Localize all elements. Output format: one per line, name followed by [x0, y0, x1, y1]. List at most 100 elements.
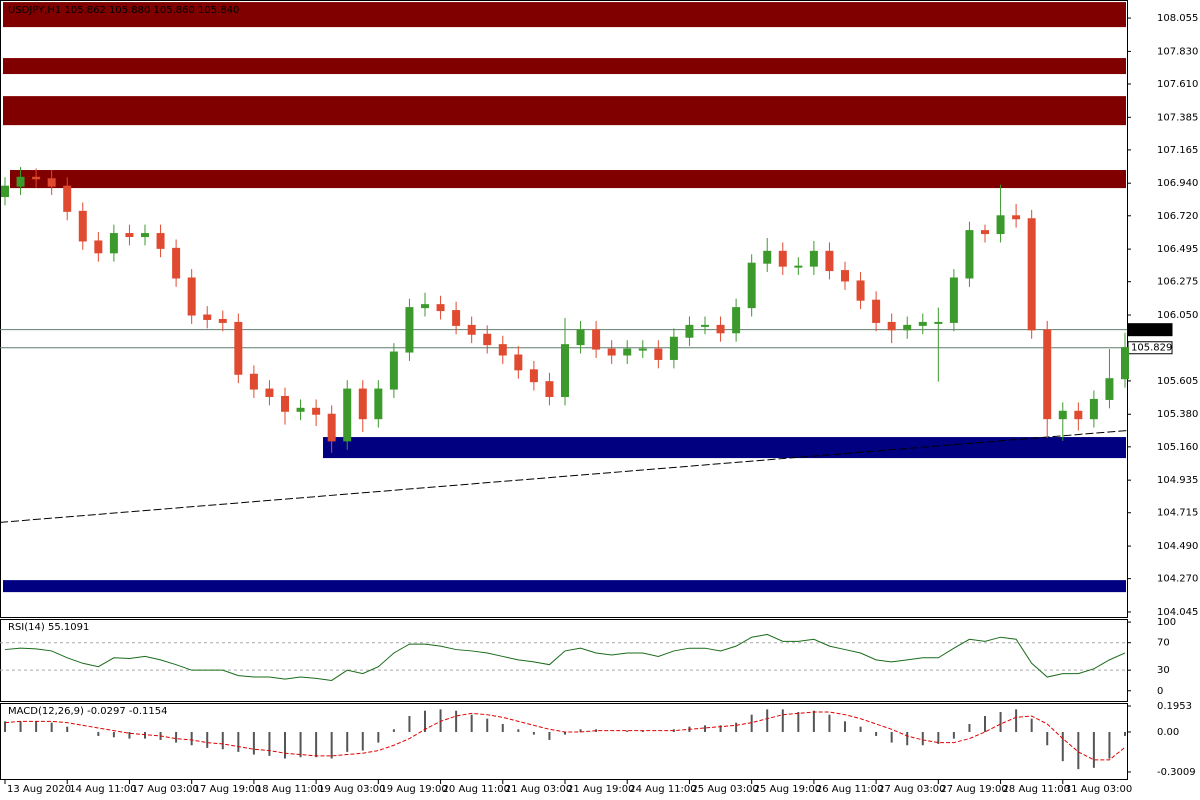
panel-title: MACD(12,26,9) -0.0297 -0.1154: [8, 706, 168, 717]
candle-body: [607, 348, 616, 356]
candle-body: [1105, 378, 1114, 400]
candle-body: [561, 344, 569, 397]
y-tick-label: 106.720: [1157, 211, 1198, 222]
y-tick-label: 100: [1157, 617, 1176, 628]
y-tick-label: 30: [1157, 665, 1170, 676]
zone: [3, 2, 1126, 28]
candle-body: [249, 373, 258, 390]
candle-body: [32, 176, 41, 180]
candle-body: [514, 354, 523, 371]
candle-body: [498, 344, 507, 356]
candle-body: [343, 388, 352, 442]
candle-body: [327, 413, 336, 442]
candle-body: [545, 381, 554, 397]
candle-body: [125, 233, 134, 238]
x-tick-label: 26 Aug 11:00: [816, 784, 883, 795]
candle-body: [1089, 398, 1098, 420]
y-tick-label: 106.050: [1157, 310, 1198, 321]
candle-body: [841, 270, 849, 282]
candle-body: [856, 280, 865, 301]
y-tick-label: 70: [1157, 638, 1170, 649]
y-tick-label: 104.270: [1157, 574, 1198, 585]
candle-body: [887, 321, 896, 331]
y-tick-label: 107.610: [1157, 79, 1198, 90]
candle-body: [187, 277, 196, 316]
x-tick-label: 13 Aug 2020: [7, 784, 71, 795]
panel-frame: [0, 0, 1128, 618]
y-tick-label: 106.940: [1157, 178, 1198, 189]
candle-body: [296, 407, 305, 412]
panel-frame: [0, 619, 1128, 702]
zone: [3, 58, 1126, 75]
candle-body: [1012, 215, 1021, 220]
candle-body: [965, 230, 974, 279]
chart-title: USDJPY,H1 105.862 105.880 105.860 105.84…: [8, 5, 239, 16]
candle-body: [312, 407, 321, 415]
y-tick-label: 104.490: [1157, 541, 1198, 552]
candle-body: [63, 185, 72, 212]
y-tick-label: 107.830: [1157, 46, 1198, 57]
y-tick-label: 105.605: [1157, 376, 1198, 387]
y-tick-label: 105.380: [1157, 409, 1198, 420]
candle-body: [685, 324, 694, 338]
candle-body: [778, 250, 787, 267]
candle-body: [903, 324, 912, 331]
candle-body: [592, 329, 601, 350]
price-label: 105.951: [1131, 325, 1172, 336]
candle-body: [47, 178, 56, 187]
x-tick-label: 25 Aug 03:00: [691, 784, 758, 795]
x-tick-label: 27 Aug 03:00: [878, 784, 945, 795]
candle-body: [1121, 347, 1129, 380]
candle-body: [981, 230, 989, 235]
candle-body: [436, 304, 445, 312]
y-tick-label: 104.935: [1157, 475, 1198, 486]
candle-body: [934, 321, 943, 324]
x-tick-label: 25 Aug 19:00: [754, 784, 821, 795]
candle-body: [669, 336, 678, 360]
candle-body: [747, 262, 756, 309]
x-tick-label: 24 Aug 11:00: [629, 784, 696, 795]
candle-body: [218, 318, 227, 323]
candle-body: [234, 321, 243, 375]
y-tick-label: 106.275: [1157, 277, 1198, 288]
candle-body: [109, 233, 118, 254]
candle-body: [467, 324, 476, 335]
candle-body: [949, 277, 958, 323]
zone: [3, 96, 1126, 126]
candle-body: [763, 250, 772, 264]
x-tick-label: 18 Aug 11:00: [256, 784, 323, 795]
zone: [323, 437, 1126, 459]
candle-body: [576, 329, 585, 346]
candle-body: [732, 307, 741, 334]
candle-body: [94, 240, 103, 254]
x-tick-label: 14 Aug 11:00: [69, 784, 136, 795]
x-tick-label: 27 Aug 19:00: [940, 784, 1007, 795]
panel-frame: [0, 703, 1128, 780]
y-tick-label: 104.715: [1157, 508, 1198, 519]
candle-body: [483, 333, 492, 346]
price-label-box: [1127, 323, 1173, 337]
candle-body: [421, 304, 429, 309]
candle-body: [529, 369, 538, 383]
candle-body: [996, 215, 1005, 235]
candle-body: [716, 324, 725, 334]
y-tick-label: 104.045: [1157, 607, 1198, 618]
x-tick-label: 19 Aug 19:00: [380, 784, 447, 795]
y-tick-label: 107.385: [1157, 112, 1198, 123]
candle-body: [452, 310, 461, 326]
candle-body: [358, 388, 367, 420]
candle-body: [389, 351, 398, 390]
y-tick-label: 0.1953: [1157, 701, 1192, 712]
candle-body: [78, 210, 87, 242]
price-label: 105.829: [1131, 343, 1172, 354]
candle-body: [623, 348, 632, 356]
candle-body: [1, 185, 9, 198]
candle-body: [1027, 218, 1036, 331]
candle-body: [281, 395, 289, 412]
panel-title: RSI(14) 55.1091: [8, 622, 89, 633]
y-tick-label: 105.160: [1157, 442, 1198, 453]
x-tick-label: 31 Aug 03:00: [1065, 784, 1132, 795]
